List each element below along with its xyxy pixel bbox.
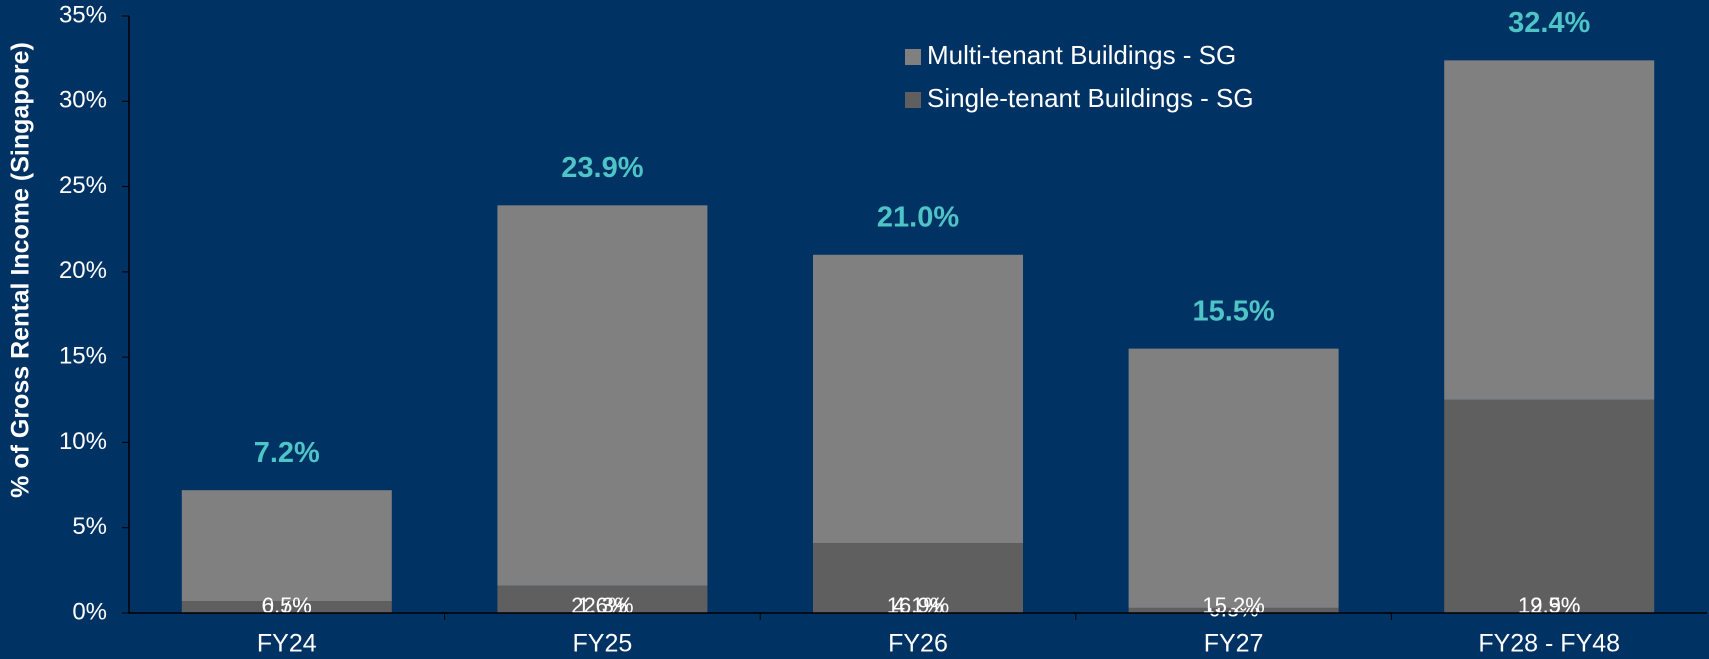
total-label: 23.9% bbox=[561, 152, 643, 184]
legend-label: Single-tenant Buildings - SG bbox=[927, 83, 1254, 113]
bar-segment bbox=[813, 543, 1023, 613]
y-axis-title: % of Gross Rental Income (Singapore) bbox=[7, 42, 35, 498]
x-tick-label: FY28 - FY48 bbox=[1478, 630, 1620, 658]
data-label: 6.5% bbox=[262, 593, 312, 618]
y-tick-label: 0% bbox=[72, 598, 107, 625]
total-label: 15.5% bbox=[1192, 295, 1274, 327]
legend-swatch bbox=[905, 92, 921, 108]
y-tick-label: 15% bbox=[59, 342, 107, 369]
y-tick-label: 10% bbox=[59, 428, 107, 455]
total-label: 32.4% bbox=[1508, 7, 1590, 39]
bar-segment bbox=[1128, 348, 1339, 608]
y-tick-label: 5% bbox=[72, 513, 107, 540]
y-tick-label: 25% bbox=[59, 172, 107, 199]
bar-segment bbox=[1444, 60, 1655, 400]
y-tick-label: 20% bbox=[59, 257, 107, 284]
x-tick-label: FY25 bbox=[573, 630, 633, 658]
data-label: 15.2% bbox=[1202, 593, 1264, 618]
total-label: 7.2% bbox=[254, 437, 320, 469]
x-tick-label: FY26 bbox=[888, 630, 948, 658]
legend-swatch bbox=[905, 49, 921, 65]
bar-segment bbox=[813, 254, 1023, 544]
data-label: 22.3% bbox=[571, 593, 633, 618]
data-label: 19.9% bbox=[1518, 593, 1580, 618]
bar-segment bbox=[1444, 399, 1655, 613]
x-tick-label: FY27 bbox=[1204, 630, 1264, 658]
bar-segment bbox=[1128, 607, 1339, 613]
bar-segment bbox=[497, 585, 708, 613]
bar-segment bbox=[181, 490, 392, 602]
total-label: 21.0% bbox=[877, 201, 959, 233]
bar-segment bbox=[497, 205, 708, 586]
legend-label: Multi-tenant Buildings - SG bbox=[927, 40, 1236, 70]
bar-segment bbox=[181, 601, 392, 613]
x-tick-label: FY24 bbox=[257, 630, 317, 658]
data-label: 16.9% bbox=[887, 593, 949, 618]
y-tick-label: 30% bbox=[59, 87, 107, 114]
y-tick-label: 35% bbox=[59, 1, 107, 28]
